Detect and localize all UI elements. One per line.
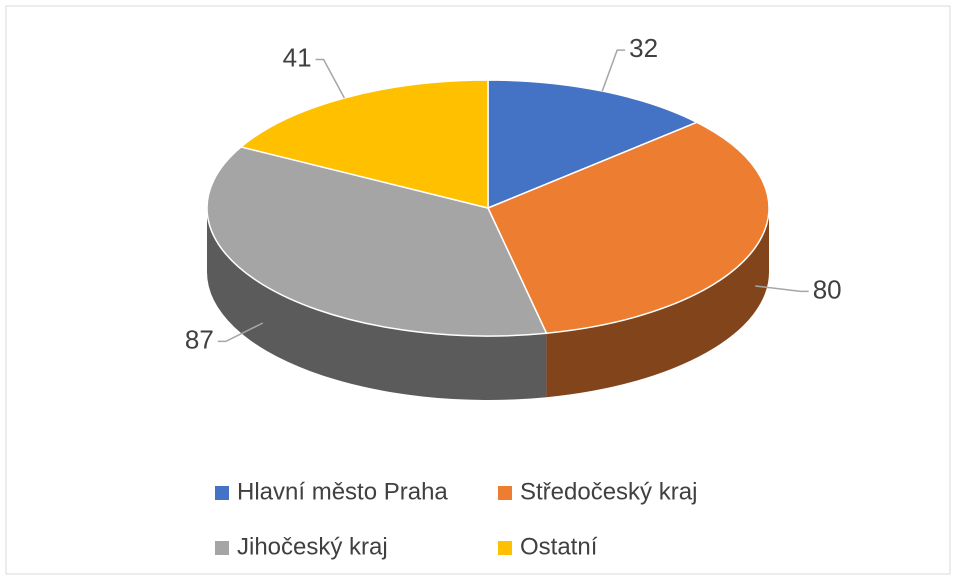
legend-swatch — [215, 541, 229, 555]
slice — [487, 79, 699, 210]
legend-label: Ostatní — [520, 533, 598, 560]
leader-line — [217, 322, 264, 343]
legend-swatch — [498, 541, 512, 555]
data-label: 80 — [813, 274, 842, 304]
slice-side — [546, 208, 769, 398]
data-label: 87 — [185, 324, 214, 354]
legend-label: Jihočeský kraj — [237, 533, 388, 560]
data-label: 32 — [629, 33, 658, 63]
leader-line — [601, 49, 626, 92]
slice-side — [207, 208, 547, 400]
legend-label: Středočeský kraj — [520, 478, 697, 505]
legend-label: Hlavní město Praha — [237, 478, 448, 505]
slice — [486, 121, 770, 335]
slice — [206, 146, 548, 337]
legend-swatch — [498, 486, 512, 500]
legend-swatch — [215, 486, 229, 500]
data-label: 41 — [283, 42, 312, 72]
leader-line — [755, 285, 809, 293]
leader-line — [315, 58, 345, 99]
